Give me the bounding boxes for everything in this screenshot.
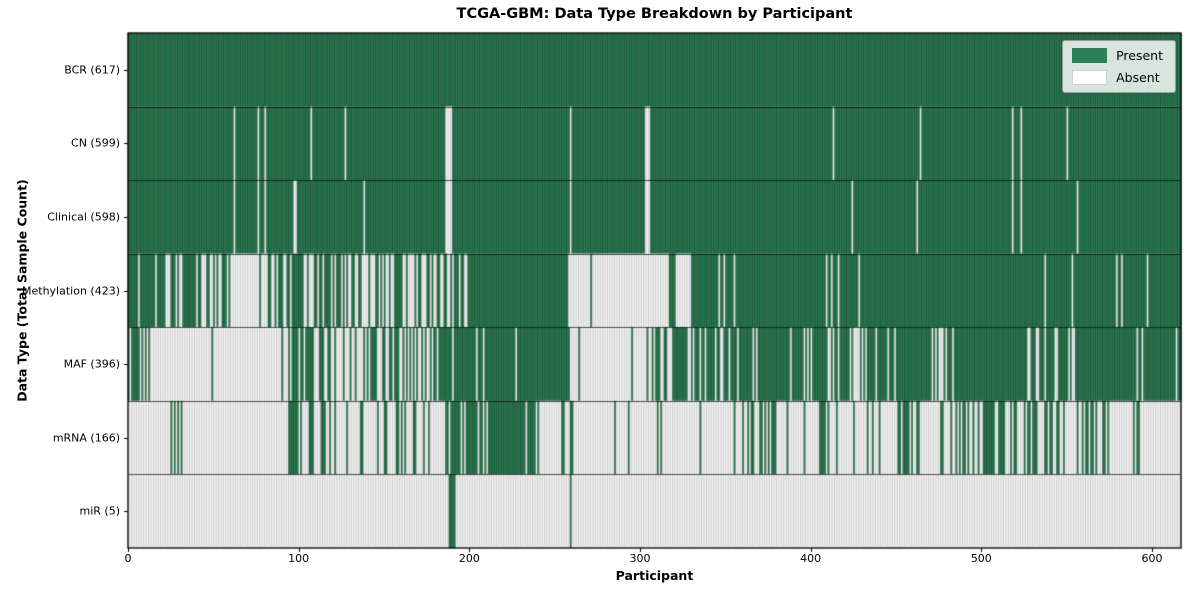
legend-item-absent: Absent (1072, 70, 1163, 85)
x-tick-label: 400 (800, 552, 822, 565)
chart-title: TCGA-GBM: Data Type Breakdown by Partici… (456, 6, 853, 22)
legend-label-absent: Absent (1116, 70, 1160, 85)
row-label-Methylation: Methylation (423) (22, 284, 120, 297)
x-tick-label: 100 (288, 552, 310, 565)
x-tick-label: 500 (970, 552, 992, 565)
x-tick-label: 300 (629, 552, 651, 565)
legend-item-present: Present (1072, 48, 1163, 63)
x-tick-label: 600 (1141, 552, 1163, 565)
row-label-BCR: BCR (617) (64, 63, 120, 77)
absent-swatch-icon (1072, 70, 1108, 85)
legend: Present Absent (1062, 40, 1176, 93)
x-tick-label: 0 (124, 552, 132, 565)
row-label-MAF: MAF (396) (63, 357, 120, 371)
row-label-mRNA: mRNA (166) (52, 431, 120, 445)
row-label-CN: CN (599) (71, 136, 120, 150)
row-label-Clinical: Clinical (598) (47, 210, 120, 224)
x-tick-label: 200 (458, 552, 480, 565)
legend-label-present: Present (1116, 48, 1163, 63)
x-axis-title: Participant (615, 568, 694, 583)
row-label-miR: miR (5) (79, 504, 121, 518)
present-swatch-icon (1072, 48, 1108, 63)
